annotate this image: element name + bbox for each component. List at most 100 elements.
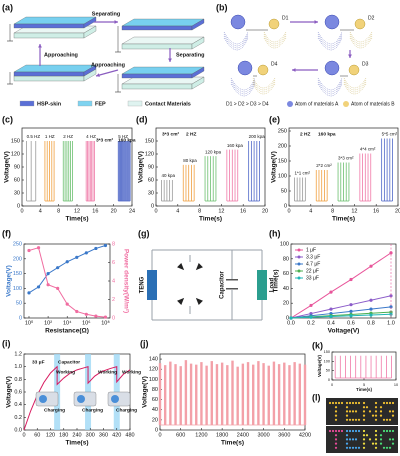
led [351, 429, 355, 433]
legend-marker [297, 248, 301, 252]
led-photo [326, 426, 398, 453]
y-tick-label: 200 [278, 143, 287, 149]
x-tick-label: 10² [44, 320, 52, 326]
data-point [103, 243, 108, 248]
led [362, 429, 366, 433]
y-tick-label: 40 [152, 407, 158, 413]
energy-well [343, 77, 367, 89]
x-tick-label: 4 [309, 208, 312, 214]
y-axis-label: Voltage(V) [4, 151, 11, 183]
capacitor-plate [226, 279, 238, 281]
group-label: 160 kpa [227, 143, 244, 148]
atom-b [354, 18, 366, 30]
x-tick-label: 1800 [216, 432, 228, 438]
legend-label: HSP-skin [37, 101, 62, 107]
plot-frame [23, 243, 111, 319]
energy-well [317, 31, 343, 45]
x-tick-label: 0.0 [287, 320, 295, 326]
x-axis-label: Time(s) [356, 387, 372, 392]
y-tick-label: 0 [19, 315, 22, 321]
led [328, 429, 332, 433]
y-axis-label: Voltage(V) [317, 355, 322, 377]
led [371, 414, 375, 417]
y2-tick-label: 6 [112, 260, 115, 266]
arrow [95, 69, 119, 77]
data-point [46, 283, 50, 287]
x-tick-label: 20 [262, 208, 268, 214]
led [391, 410, 395, 413]
y2-tick-label: 8 [112, 241, 115, 247]
led [385, 446, 389, 449]
x-tick-label: 3000 [257, 432, 269, 438]
led [340, 401, 344, 405]
led [337, 429, 341, 433]
x-tick-label: 60 [34, 432, 40, 438]
led [334, 406, 338, 409]
x-axis-label: Time(s) [332, 216, 355, 223]
layer-front [121, 73, 193, 79]
x-axis-label: Voltage(V) [328, 328, 360, 335]
y-tick-label: 0 [286, 315, 289, 321]
led [345, 446, 349, 449]
x-tick-label: 420 [112, 432, 121, 438]
y-tick-label: 100 [280, 241, 289, 247]
led [362, 438, 366, 441]
legend-atom-a [287, 101, 293, 107]
data-point [27, 248, 31, 253]
layer-top [13, 64, 97, 73]
y-tick-label: 60 [152, 397, 158, 403]
led [391, 442, 395, 445]
energy-well [317, 79, 343, 93]
panel-label: (c) [2, 114, 13, 124]
x-tick-label: 480 [125, 432, 134, 438]
x-axis-label: Resistance(Ω) [45, 328, 89, 335]
y-tick-label: 60 [283, 271, 289, 277]
x-tick-label: 4 [39, 208, 42, 214]
data-point [65, 302, 69, 306]
y2-tick-label: 2 [112, 297, 115, 303]
data-line [290, 313, 392, 319]
energy-well [223, 37, 249, 51]
relation: D1 > D2 > D3 > D4 [226, 101, 269, 107]
y-tick-label: 150 [11, 138, 20, 144]
x-tick-label: 1.0 [387, 320, 395, 326]
data-point [309, 311, 313, 316]
led [374, 438, 378, 441]
teng-source [147, 270, 157, 300]
data-line [290, 306, 392, 319]
led [362, 410, 366, 413]
inset-bulb [39, 395, 47, 403]
group-label: 1 HZ [45, 134, 55, 139]
led [374, 406, 378, 409]
led [388, 429, 392, 433]
y-tick-label: 20 [152, 417, 158, 423]
legend-swatch [77, 100, 93, 107]
led [365, 434, 369, 437]
led [351, 418, 355, 421]
group-label: 1*1 cm² [294, 171, 310, 176]
panel-label: (g) [138, 228, 150, 238]
led [391, 438, 395, 441]
energy-well [317, 83, 343, 97]
circuit-label: Load [270, 278, 276, 293]
layer-side [191, 66, 205, 79]
y-tick-label: 250 [278, 128, 287, 134]
annotation: 160 kpa [318, 131, 336, 137]
x-tick-label: 0.2 [307, 320, 315, 326]
y-tick-label: 0.4 [14, 402, 22, 408]
arrow-label: Separating [176, 52, 204, 58]
y-tick-label: 150 [278, 158, 287, 164]
panel-label: (h) [269, 228, 281, 238]
group-label: 40 kpa [161, 173, 175, 178]
energy-well [252, 77, 276, 89]
y2-axis-label: Power density(W/m²) [122, 249, 129, 313]
led [345, 406, 349, 409]
led [345, 442, 349, 445]
led [334, 429, 338, 433]
data-point [369, 307, 373, 311]
data-point [349, 277, 353, 282]
x-tick-label: 0 [331, 383, 333, 387]
led [354, 401, 358, 405]
annotation: Charging [116, 407, 137, 413]
arrow-label: Approaching [91, 62, 125, 68]
